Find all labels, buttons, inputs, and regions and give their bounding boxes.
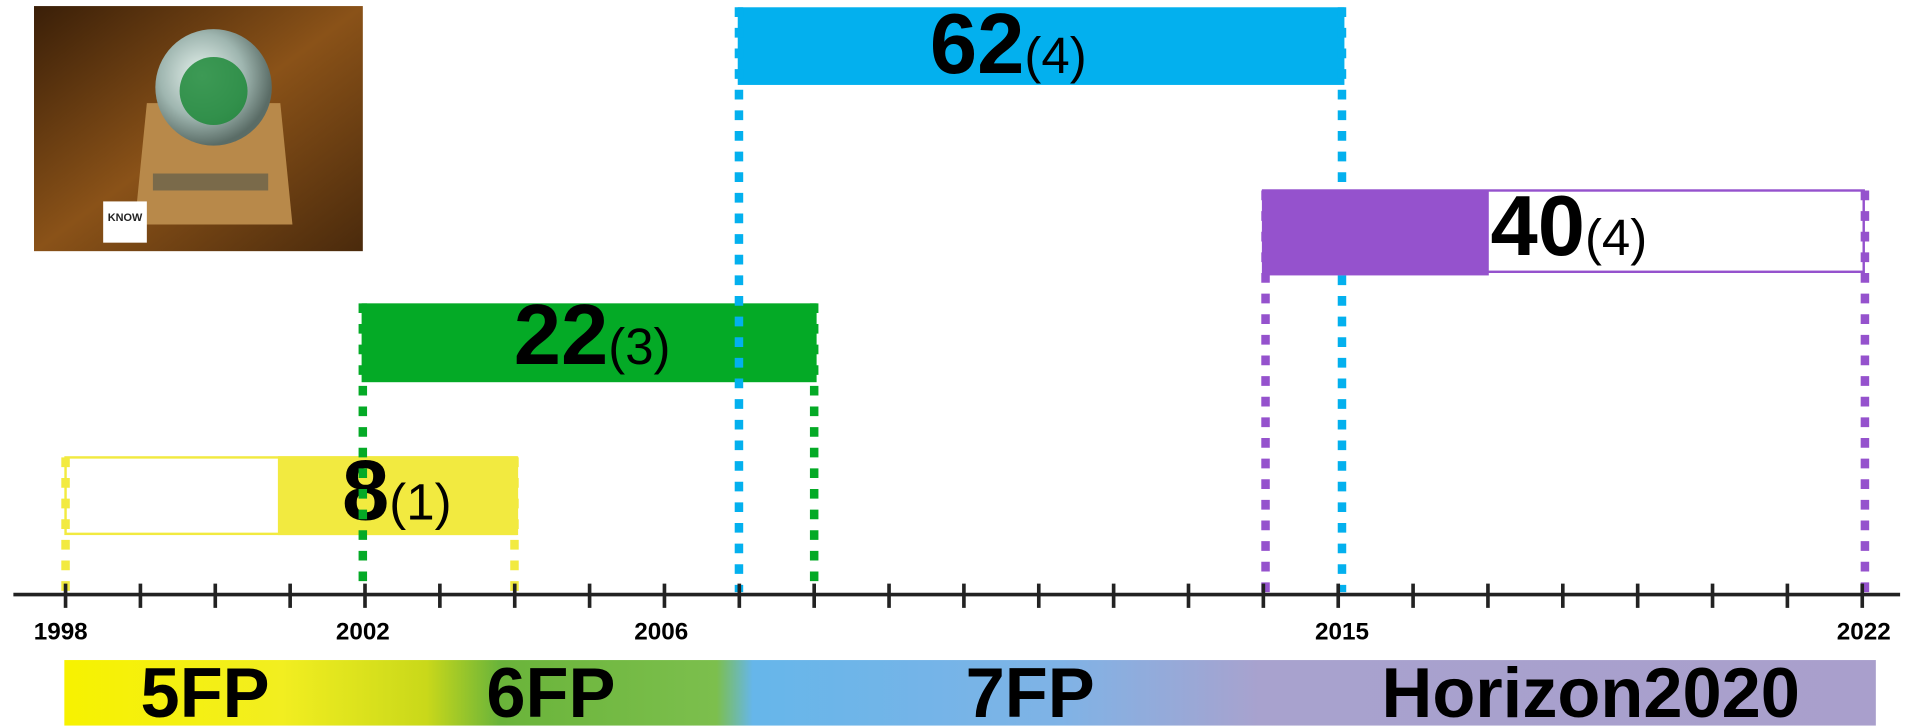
programme-label: 7FP: [966, 653, 1095, 728]
year-label: 2022: [1837, 618, 1891, 645]
photo-globe-core: [180, 57, 248, 125]
year-label: 2006: [634, 618, 688, 645]
bar-value: 40: [1490, 178, 1584, 273]
photo: KNOW: [34, 6, 363, 251]
bar-group: 8(1): [66, 442, 517, 592]
bar-fill: [1263, 190, 1489, 275]
bar-count: (1): [389, 473, 451, 530]
programme-label: 5FP: [141, 653, 270, 728]
bar-label: 40(4): [1490, 178, 1647, 273]
year-label: 1998: [34, 618, 88, 645]
programme-label: 6FP: [486, 653, 615, 728]
programme-label: Horizon2020: [1382, 653, 1800, 728]
bar-value: 22: [514, 287, 608, 382]
bar-count: (4): [1024, 27, 1086, 84]
page: KNOW 8(1) 22(3) 62(4) 40(4) 1998 2002 20…: [0, 0, 1905, 728]
bar-group: 22(3): [362, 287, 817, 592]
bar-count: (3): [608, 318, 670, 375]
programme-band: 5FP 6FP 7FP Horizon2020: [64, 653, 1876, 728]
year-label: 2015: [1315, 618, 1369, 645]
bar-group: 62(4): [738, 0, 1345, 592]
timeline-diagram: KNOW 8(1) 22(3) 62(4) 40(4) 1998 2002 20…: [0, 0, 1905, 728]
bar-group: 40(4): [1263, 178, 1865, 592]
bar-label: 22(3): [514, 287, 671, 382]
photo-plaque: [153, 174, 268, 191]
year-label: 2002: [336, 618, 390, 645]
time-axis: 1998 2002 2006 2015 2022: [13, 584, 1905, 646]
photo-label: KNOW: [108, 212, 143, 224]
bar-value: 62: [930, 0, 1024, 91]
bar-count: (4): [1585, 209, 1647, 266]
